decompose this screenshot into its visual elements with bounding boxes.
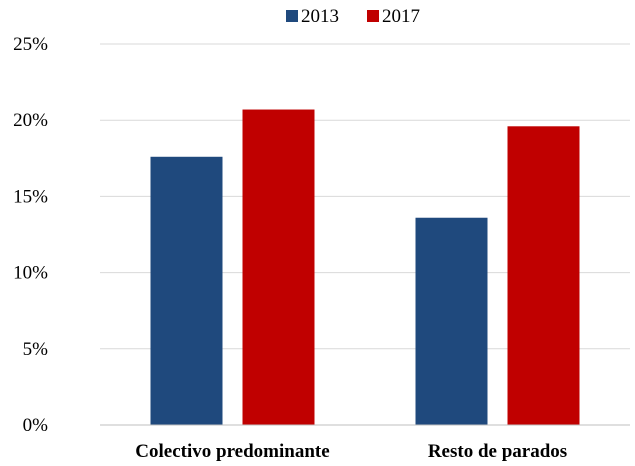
legend-swatch-2013 [286, 10, 298, 22]
x-category-label: Resto de parados [428, 441, 567, 462]
y-tick-label: 5% [23, 339, 49, 360]
y-tick-label: 0% [23, 415, 49, 436]
x-axis-categories: Colectivo predominante Resto de parados [135, 441, 567, 462]
legend-label: 2017 [382, 6, 420, 27]
bars [150, 109, 580, 426]
x-category-label: Colectivo predominante [135, 441, 329, 462]
y-tick-label: 15% [13, 186, 48, 207]
y-tick-label: 20% [13, 110, 48, 131]
y-tick-label: 10% [13, 263, 48, 284]
y-tick-label: 25% [13, 34, 48, 55]
bar-2017 [242, 109, 315, 426]
bar-2017 [507, 126, 580, 426]
bar-2013 [415, 217, 488, 425]
legend-swatch-2017 [367, 10, 379, 22]
y-axis-ticks: 0% 5% 10% 15% 20% 25% [13, 34, 48, 436]
legend: 2013 2017 [286, 6, 420, 27]
bar-2013 [150, 156, 223, 425]
legend-label: 2013 [301, 6, 339, 27]
